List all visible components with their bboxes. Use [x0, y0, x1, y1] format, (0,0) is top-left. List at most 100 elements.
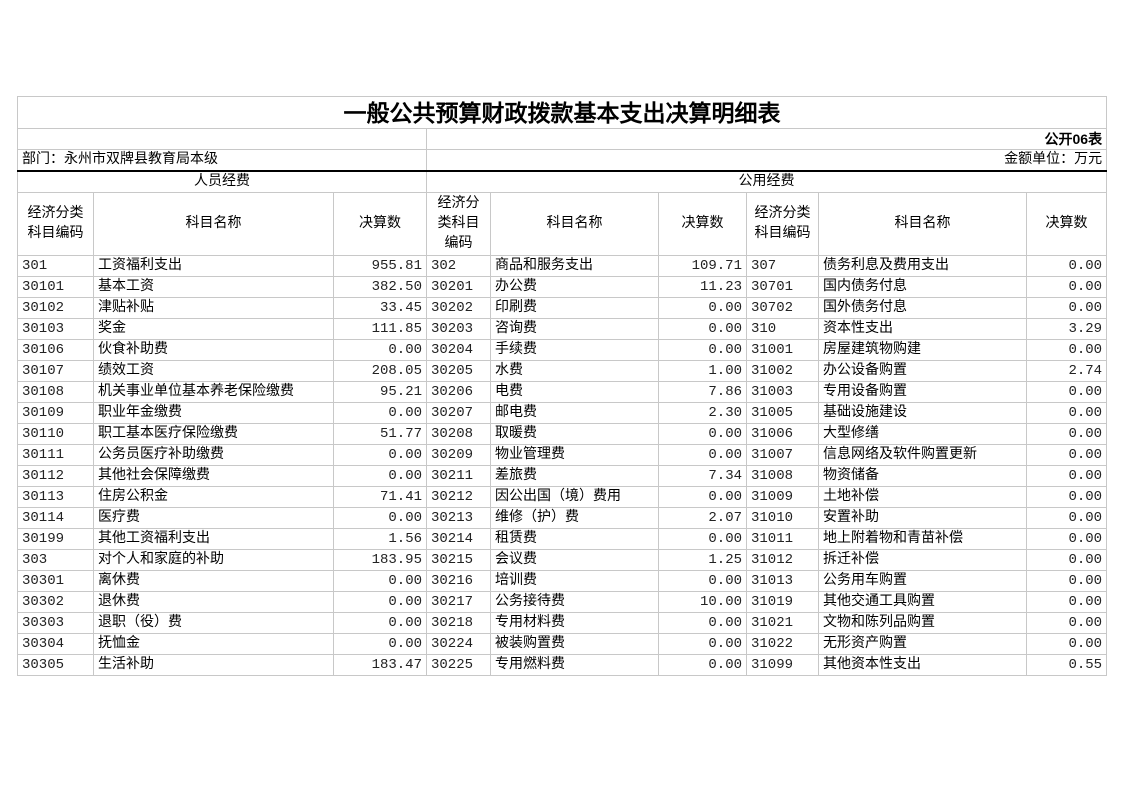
cell-code: 30201 [426, 276, 491, 298]
cell-amount: 109.71 [658, 255, 747, 277]
cell-code: 31099 [746, 654, 819, 676]
cell-amount: 0.00 [1025, 339, 1108, 361]
cell-amount: 71.41 [333, 486, 427, 508]
section-public: 公用经费 [425, 170, 1108, 193]
cell-name: 手续费 [490, 339, 659, 361]
cell-amount: 0.00 [333, 612, 427, 634]
cell-code: 31005 [746, 402, 819, 424]
cell-amount: 1.00 [658, 360, 747, 382]
cell-name: 拆迁补偿 [818, 549, 1027, 571]
cell-name: 地上附着物和青苗补偿 [818, 528, 1027, 550]
cell-amount: 0.00 [333, 465, 427, 487]
cell-name: 物业管理费 [490, 444, 659, 466]
cell-name: 公务用车购置 [818, 570, 1027, 592]
cell-name: 机关事业单位基本养老保险缴费 [93, 381, 334, 403]
cell-amount: 0.00 [658, 633, 747, 655]
cell-code: 30701 [746, 276, 819, 298]
cell-name: 土地补偿 [818, 486, 1027, 508]
cell-amount: 0.00 [1025, 297, 1108, 319]
cell-code: 31011 [746, 528, 819, 550]
cell-name: 医疗费 [93, 507, 334, 529]
cell-code: 31010 [746, 507, 819, 529]
cell-name: 津贴补贴 [93, 297, 334, 319]
cell-amount: 183.95 [333, 549, 427, 571]
cell-amount: 0.00 [658, 297, 747, 319]
page-title: 一般公共预算财政拨款基本支出决算明细表 [16, 96, 1108, 129]
cell-code: 30114 [17, 507, 94, 529]
cell-name: 国外债务付息 [818, 297, 1027, 319]
header-name: 科目名称 [490, 192, 659, 256]
cell-name: 信息网络及软件购置更新 [818, 444, 1027, 466]
cell-name: 房屋建筑物购建 [818, 339, 1027, 361]
cell-code: 30110 [17, 423, 94, 445]
cell-code: 31019 [746, 591, 819, 613]
cell-code: 30301 [17, 570, 94, 592]
cell-amount: 2.74 [1025, 360, 1108, 382]
cell-name: 安置补助 [818, 507, 1027, 529]
table-row: 30107 绩效工资 208.05 30205 水费 1.00 31002 办公设备购置 2.7… [17, 360, 1108, 382]
cell-name: 退职（役）费 [93, 612, 334, 634]
cell-name: 职工基本医疗保险缴费 [93, 423, 334, 445]
table-row: 30102 津贴补贴 33.45 30202 印刷费 0.00 30702 国外债务付息 0.0… [17, 297, 1108, 319]
unit-label: 金额单位：万元 [425, 149, 1108, 172]
cell-name: 维修（护）费 [490, 507, 659, 529]
cell-name: 伙食补助费 [93, 339, 334, 361]
cell-name: 培训费 [490, 570, 659, 592]
cell-code: 30205 [426, 360, 491, 382]
table-number: 公开06表 [425, 128, 1108, 150]
cell-amount: 0.00 [1025, 507, 1108, 529]
header-amount: 决算数 [658, 192, 747, 256]
cell-name: 工资福利支出 [93, 255, 334, 277]
cell-code: 310 [746, 318, 819, 340]
cell-code: 30101 [17, 276, 94, 298]
cell-code: 307 [746, 255, 819, 277]
cell-code: 31022 [746, 633, 819, 655]
cell-name: 职业年金缴费 [93, 402, 334, 424]
cell-code: 31003 [746, 381, 819, 403]
header-name: 科目名称 [818, 192, 1027, 256]
table-row: 30101 基本工资 382.50 30201 办公费 11.23 30701 国内债务付息 0… [17, 276, 1108, 298]
department-label: 部门：永州市双牌县教育局本级 [17, 149, 427, 172]
table-row: 30301 离休费 0.00 30216 培训费 0.00 31013 公务用车购置 0.00 [17, 570, 1108, 592]
header-code: 经济分类科目编码 [746, 192, 819, 256]
header-code: 经济分类科目编码 [17, 192, 94, 256]
cell-amount: 0.00 [1025, 423, 1108, 445]
cell-amount: 3.29 [1025, 318, 1108, 340]
cell-name: 其他社会保障缴费 [93, 465, 334, 487]
cell-name: 绩效工资 [93, 360, 334, 382]
cell-amount: 1.25 [658, 549, 747, 571]
cell-name: 公务接待费 [490, 591, 659, 613]
cell-amount: 0.00 [1025, 381, 1108, 403]
cell-name: 大型修缮 [818, 423, 1027, 445]
cell-code: 30303 [17, 612, 94, 634]
cell-name: 基本工资 [93, 276, 334, 298]
header-amount: 决算数 [333, 192, 427, 256]
cell-amount: 11.23 [658, 276, 747, 298]
cell-code: 30103 [17, 318, 94, 340]
cell-name: 专用设备购置 [818, 381, 1027, 403]
cell-amount: 0.00 [333, 339, 427, 361]
cell-code: 30199 [17, 528, 94, 550]
cell-amount: 33.45 [333, 297, 427, 319]
cell-amount: 111.85 [333, 318, 427, 340]
cell-name: 文物和陈列品购置 [818, 612, 1027, 634]
cell-amount: 95.21 [333, 381, 427, 403]
table-row: 30110 职工基本医疗保险缴费 51.77 30208 取暖费 0.00 31006 大型修… [17, 423, 1108, 445]
cell-code: 30302 [17, 591, 94, 613]
cell-code: 30214 [426, 528, 491, 550]
cell-code: 30102 [17, 297, 94, 319]
cell-name: 住房公积金 [93, 486, 334, 508]
cell-name: 无形资产购置 [818, 633, 1027, 655]
cell-name: 债务利息及费用支出 [818, 255, 1027, 277]
cell-amount: 7.86 [658, 381, 747, 403]
table-row: 30113 住房公积金 71.41 30212 因公出国（境）费用 0.00 31009 土地… [17, 486, 1108, 508]
cell-name: 抚恤金 [93, 633, 334, 655]
cell-code: 30225 [426, 654, 491, 676]
cell-code: 30109 [17, 402, 94, 424]
table-row: 30106 伙食补助费 0.00 30204 手续费 0.00 31001 房屋建筑物购建 0.… [17, 339, 1108, 361]
cell-amount: 0.00 [1025, 444, 1108, 466]
cell-name: 被装购置费 [490, 633, 659, 655]
cell-code: 30106 [17, 339, 94, 361]
cell-name: 电费 [490, 381, 659, 403]
cell-amount: 0.00 [1025, 486, 1108, 508]
